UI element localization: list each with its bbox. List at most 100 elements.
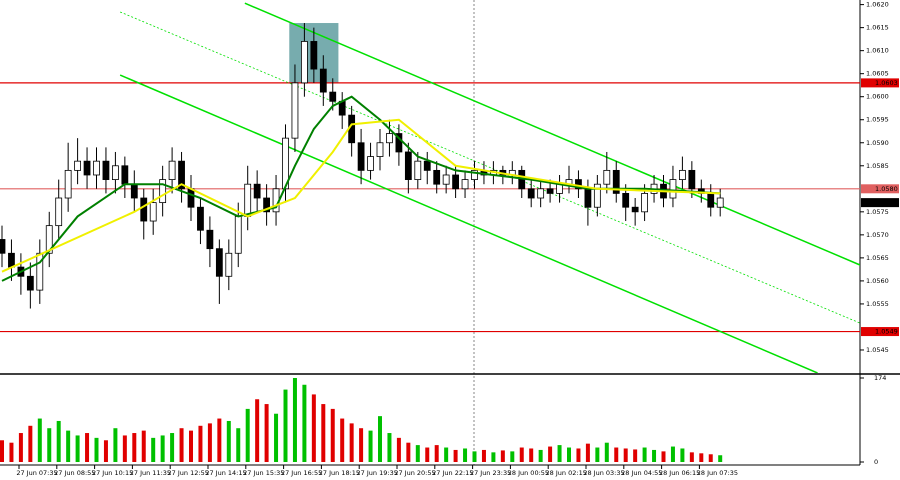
candle-body (395, 133, 403, 153)
volume-bar (340, 418, 345, 462)
candle-body (130, 183, 138, 199)
volume-bar (368, 430, 373, 462)
volume-bar (66, 430, 71, 462)
y-tick-label: 1.0620 (866, 1, 889, 9)
volume-bar (122, 435, 127, 462)
candle-body (112, 165, 119, 180)
x-tick-label: 27 Jun 18:15 (319, 469, 360, 477)
y-tick-label: 1.0590 (866, 139, 889, 147)
volume-bar (623, 448, 628, 462)
candle-body (45, 225, 53, 254)
volume-bar (387, 433, 392, 462)
x-tick-label: 28 Jun 07:35 (697, 469, 738, 477)
volume-bar (160, 435, 165, 462)
candle-body (74, 160, 81, 171)
volume-bar (151, 437, 156, 462)
candle-body (121, 165, 129, 185)
volume-bar (113, 428, 118, 462)
candle-body (461, 179, 469, 190)
y-tick-label: 1.0595 (866, 116, 889, 124)
volume-tick-label: 0 (874, 458, 878, 466)
volume-bar (207, 423, 212, 462)
volume-tick-label: 174 (874, 374, 886, 382)
level-label: 1.0549 (875, 328, 898, 336)
volume-bar (255, 399, 260, 462)
volume-bar (463, 448, 468, 462)
volume-bar (94, 437, 99, 462)
volume-bar (292, 378, 297, 462)
volume-bar (75, 435, 80, 462)
candle-body (404, 151, 412, 180)
candle-body (556, 183, 563, 194)
candle-body (386, 133, 393, 144)
volume-bar (576, 448, 581, 462)
volume-bar (415, 445, 420, 462)
y-tick-label: 1.0570 (866, 231, 889, 239)
x-tick-label: 27 Jun 22:15 (432, 469, 473, 477)
candle-body (669, 179, 677, 199)
volume-bar (444, 447, 449, 462)
candle-body (168, 160, 176, 180)
volume-bar (718, 455, 723, 462)
volume-bar (321, 404, 326, 462)
volume-bar (425, 447, 430, 462)
volume-bar (283, 389, 288, 462)
y-tick-label: 1.0545 (866, 346, 889, 354)
candle-body (357, 142, 365, 171)
candle-body (36, 252, 44, 291)
volume-bar (661, 451, 666, 462)
level-label-box (861, 184, 899, 194)
x-tick-label: 27 Jun 19:35 (357, 469, 398, 477)
volume-bar (519, 447, 524, 462)
volume-bar (56, 420, 61, 462)
volume-bar (198, 425, 203, 462)
candle-body (55, 197, 63, 227)
candle-body (593, 183, 601, 208)
candle-body (159, 179, 167, 204)
x-tick-label: 28 Jun 00:55 (508, 469, 549, 477)
x-tick-label: 27 Jun 16:55 (281, 469, 322, 477)
candle-body (707, 193, 715, 208)
volume-bar (226, 420, 231, 462)
volume-bar (37, 418, 42, 462)
volume-bar (652, 449, 657, 462)
volume-bar (406, 442, 411, 462)
volume-bar (548, 446, 553, 462)
candle-body (527, 188, 535, 199)
volume-bar (453, 449, 458, 462)
volume-bar (132, 433, 137, 462)
volume-bar (670, 446, 675, 462)
volume-bar (557, 445, 562, 462)
volume-bar (378, 416, 382, 462)
candle-body (244, 183, 252, 217)
volume-bar (481, 449, 486, 462)
x-tick-label: 27 Jun 08:55 (54, 469, 95, 477)
current-price-box (861, 198, 899, 208)
x-tick-label: 28 Jun 03:35 (583, 469, 624, 477)
candle-body (178, 160, 185, 190)
candle-body (149, 202, 157, 222)
candle-body (603, 169, 611, 185)
candle-body (622, 193, 630, 208)
candle-body (679, 169, 686, 180)
volume-bar (217, 418, 222, 462)
volume-bar (236, 428, 241, 462)
volume-bar (18, 433, 23, 462)
y-tick-label: 1.0600 (866, 93, 889, 101)
candle-body (310, 41, 318, 70)
y-tick-label: 1.0565 (866, 254, 889, 262)
candle-body (206, 229, 214, 250)
candle-body (215, 248, 223, 277)
candle-body (300, 41, 308, 84)
candle-body (8, 252, 15, 268)
y-tick-label: 1.0575 (866, 208, 889, 216)
volume-bar (302, 384, 307, 462)
volume-bar (567, 447, 571, 462)
candle-body (367, 156, 374, 171)
y-tick-label: 1.0555 (866, 300, 889, 308)
level-label: 1.0603 (875, 79, 898, 87)
y-tick-label: 1.0560 (866, 277, 889, 285)
candle-body (26, 275, 34, 291)
channel-line (119, 74, 818, 373)
